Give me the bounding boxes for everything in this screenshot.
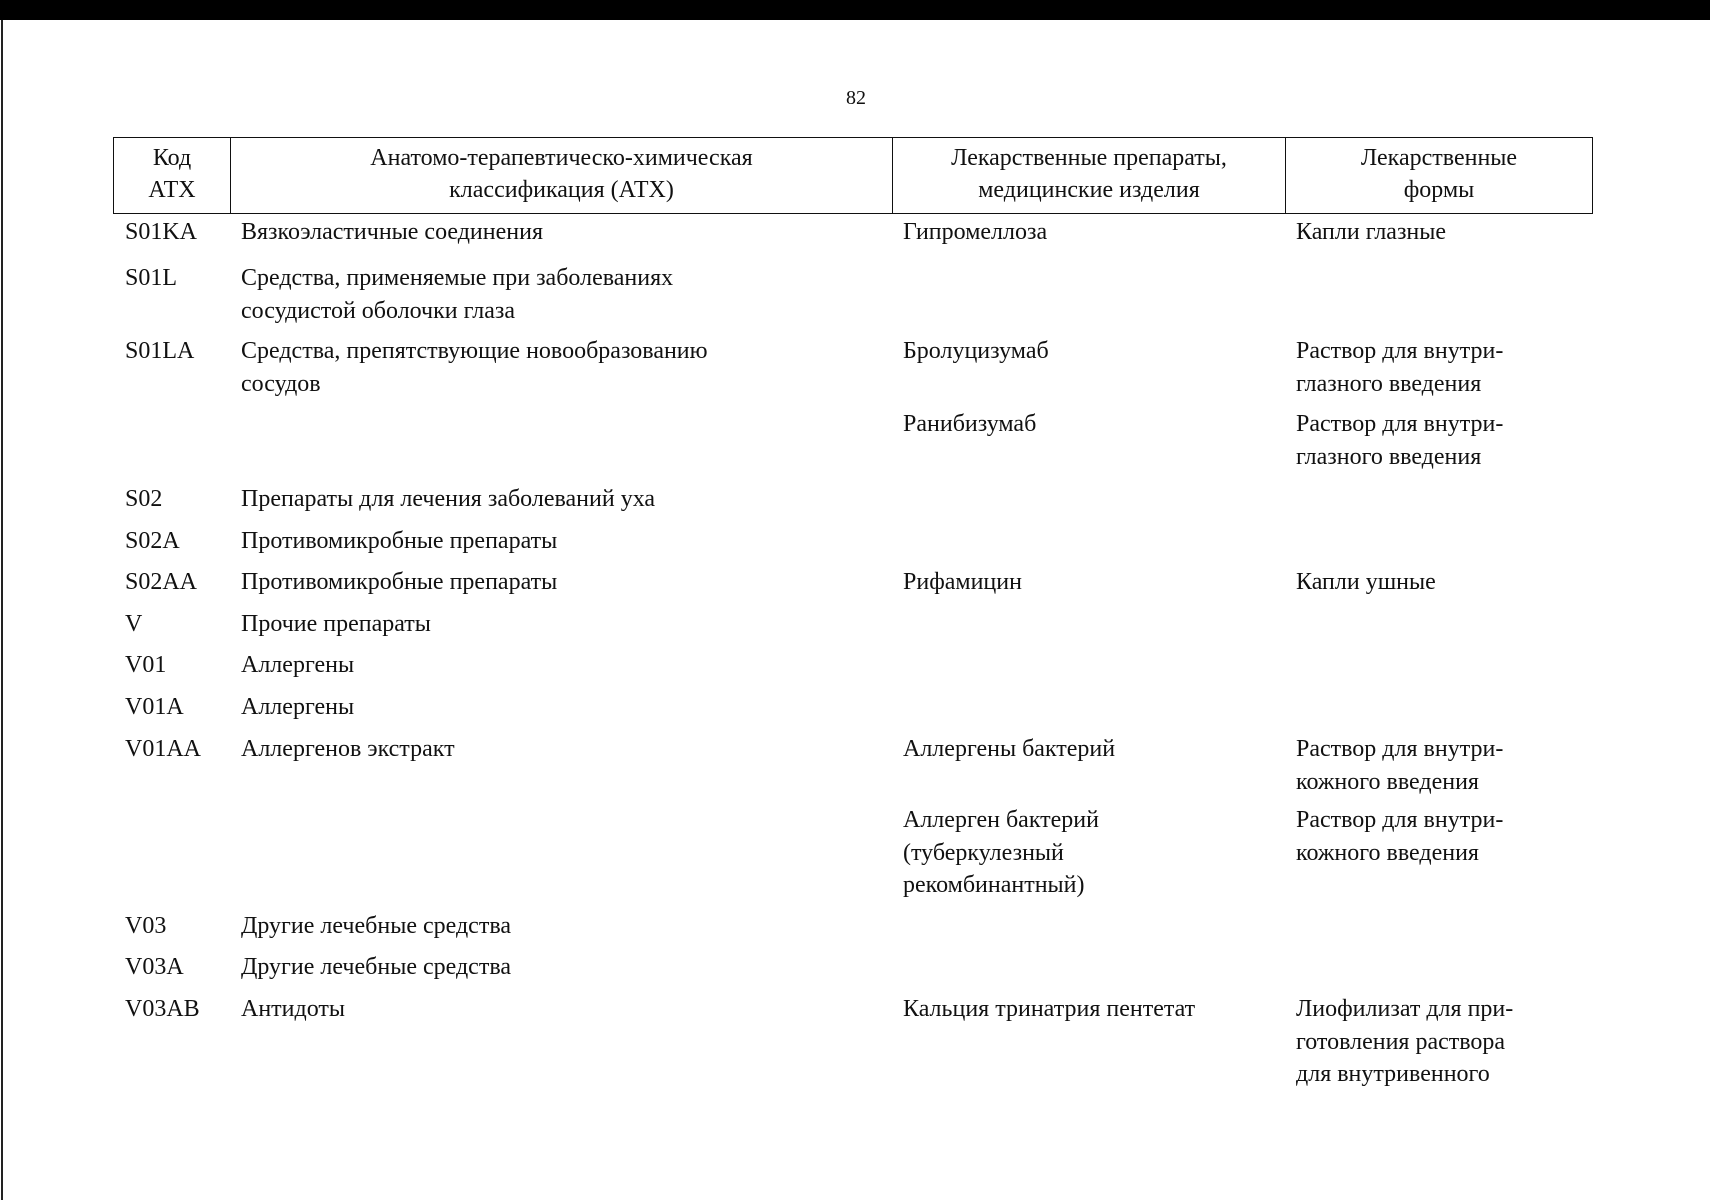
- atc-classification-line: Противомикробные препараты: [241, 528, 558, 554]
- atc-classification-line: Прочие препараты: [241, 611, 431, 637]
- atc-code: S01L: [125, 262, 235, 295]
- dosage-form-line: глазного введения: [1296, 443, 1482, 470]
- drug-name: Гипромеллоза: [903, 216, 1283, 249]
- atc-code-line: S01KA: [125, 219, 198, 245]
- atc-classification-line: Другие лечебные средства: [241, 913, 511, 939]
- scan-left-edge: [1, 20, 3, 1200]
- atc-classification: Средства, препятствующие новообразованию…: [241, 335, 881, 400]
- atc-code-line: V03: [125, 913, 167, 939]
- header-code: Код АТХ: [114, 138, 231, 213]
- dosage-form: Раствор для внутри-кожного введения: [1296, 804, 1586, 869]
- atc-code: V01AA: [125, 733, 235, 766]
- atc-classification: Противомикробные препараты: [241, 525, 881, 558]
- atc-code: S02A: [125, 525, 235, 558]
- dosage-form-line: Раствор для внутри-: [1296, 736, 1504, 762]
- dosage-form: Раствор для внутри-глазного введения: [1296, 408, 1586, 473]
- atc-classification-line: Аллергены: [241, 652, 355, 678]
- atc-code: S01LA: [125, 335, 235, 368]
- atc-code: V01: [125, 649, 235, 682]
- atc-classification-line: Антидоты: [241, 996, 346, 1022]
- atc-classification: Аллергены: [241, 649, 881, 682]
- dosage-form: Капли ушные: [1296, 566, 1586, 599]
- header-drugs: Лекарственные препараты, медицинские изде…: [893, 138, 1286, 213]
- atc-code-line: S02: [125, 486, 163, 512]
- atc-code-line: V01A: [125, 694, 184, 720]
- atc-code-line: S01L: [125, 265, 178, 291]
- dosage-form-line: Лиофилизат для при-: [1296, 996, 1514, 1022]
- dosage-form-line: Раствор для внутри-: [1296, 338, 1504, 364]
- dosage-form: Лиофилизат для при-готовления раствора дл…: [1296, 993, 1586, 1091]
- drug-name-line: Кальция тринатрия пентетат: [903, 996, 1196, 1022]
- header-forms: Лекарственные формы: [1360, 145, 1518, 203]
- dosage-form-line: глазного введения: [1296, 370, 1482, 397]
- dosage-form-line: готовления раствора: [1296, 1028, 1506, 1055]
- atc-classification-line: Вязкоэластичные соединения: [241, 219, 543, 245]
- atc-classification: Антидоты: [241, 993, 881, 1026]
- atc-classification: Другие лечебные средства: [241, 910, 881, 943]
- dosage-form-line: для внутривенного: [1296, 1061, 1490, 1087]
- atc-classification: Препараты для лечения заболеваний уха: [241, 483, 881, 516]
- atc-code: V03A: [125, 951, 235, 984]
- atc-code: V03: [125, 910, 235, 943]
- dosage-form-line: Раствор для внутри-: [1296, 807, 1504, 833]
- dosage-form-line: Капли глазные: [1296, 219, 1447, 245]
- atc-classification: Вязкоэластичные соединения: [241, 216, 881, 249]
- atc-code-line: S01LA: [125, 338, 195, 364]
- atc-classification: Аллергены: [241, 691, 881, 724]
- atc-code: V01A: [125, 691, 235, 724]
- dosage-form-line: Капли ушные: [1296, 569, 1436, 595]
- drug-name: Рифамицин: [903, 566, 1283, 599]
- page-number: 82: [846, 87, 866, 109]
- atc-code: S01KA: [125, 216, 235, 249]
- atc-classification-line: Противомикробные препараты: [241, 569, 558, 595]
- atc-classification: Средства, применяемые при заболеваниях со…: [241, 262, 881, 327]
- drug-name-line: Аллерген бактерий: [903, 807, 1099, 833]
- table-header: Код АТХ Анатомо-терапевтическо-химическая…: [113, 137, 1593, 214]
- drug-name: Аллергены бактерий: [903, 733, 1283, 766]
- atc-code-line: V03AB: [125, 996, 200, 1022]
- dosage-form: Раствор для внутри-глазного введения: [1296, 335, 1586, 400]
- atc-classification: Противомикробные препараты: [241, 566, 881, 599]
- dosage-form-line: кожного введения: [1296, 768, 1479, 795]
- atc-code: V03AB: [125, 993, 235, 1026]
- atc-code-line: S02A: [125, 528, 180, 554]
- drug-name: Аллерген бактерий (туберкулезный рекомбина…: [903, 804, 1283, 902]
- atc-classification-line: Средства, применяемые при заболеваниях: [241, 265, 674, 291]
- atc-code: S02: [125, 483, 235, 516]
- atc-code-line: V01AA: [125, 736, 201, 762]
- drug-name-line: рекомбинантный): [903, 872, 1085, 898]
- atc-code-line: V03A: [125, 954, 184, 980]
- dosage-form-line: Раствор для внутри-: [1296, 411, 1504, 437]
- atc-classification-line: Аллергенов экстракт: [241, 736, 455, 762]
- drug-name-line: (туберкулезный: [903, 839, 1064, 866]
- atc-classification: Прочие препараты: [241, 608, 881, 641]
- drug-name-line: Аллергены бактерий: [903, 736, 1116, 762]
- scan-top-edge: [0, 0, 1710, 20]
- atc-classification: Другие лечебные средства: [241, 951, 881, 984]
- atc-classification-line: Другие лечебные средства: [241, 954, 511, 980]
- drug-name: Кальция тринатрия пентетат: [903, 993, 1283, 1026]
- atc-classification: Аллергенов экстракт: [241, 733, 881, 766]
- dosage-form: Раствор для внутри-кожного введения: [1296, 733, 1586, 798]
- drug-name-line: Рифамицин: [903, 569, 1022, 595]
- atc-classification-line: Препараты для лечения заболеваний уха: [241, 486, 656, 512]
- drug-name: Бролуцизумаб: [903, 335, 1283, 368]
- drug-name-line: Бролуцизумаб: [903, 338, 1049, 364]
- atc-classification-line: Средства, препятствующие новообразованию: [241, 338, 708, 364]
- header-classification: Анатомо-терапевтическо-химическая классиф…: [231, 138, 893, 213]
- atc-code-line: V01: [125, 652, 167, 678]
- atc-classification-line: сосудистой оболочки глаза: [241, 297, 516, 324]
- drug-name-line: Ранибизумаб: [903, 411, 1037, 437]
- atc-code-line: V: [125, 611, 143, 637]
- atc-classification-line: Аллергены: [241, 694, 355, 720]
- drug-name-line: Гипромеллоза: [903, 219, 1048, 245]
- atc-code: S02AA: [125, 566, 235, 599]
- drug-name: Ранибизумаб: [903, 408, 1283, 441]
- dosage-form: Капли глазные: [1296, 216, 1586, 249]
- dosage-form-line: кожного введения: [1296, 839, 1479, 866]
- atc-code: V: [125, 608, 235, 641]
- atc-code-line: S02AA: [125, 569, 198, 595]
- atc-classification-line: сосудов: [241, 370, 321, 397]
